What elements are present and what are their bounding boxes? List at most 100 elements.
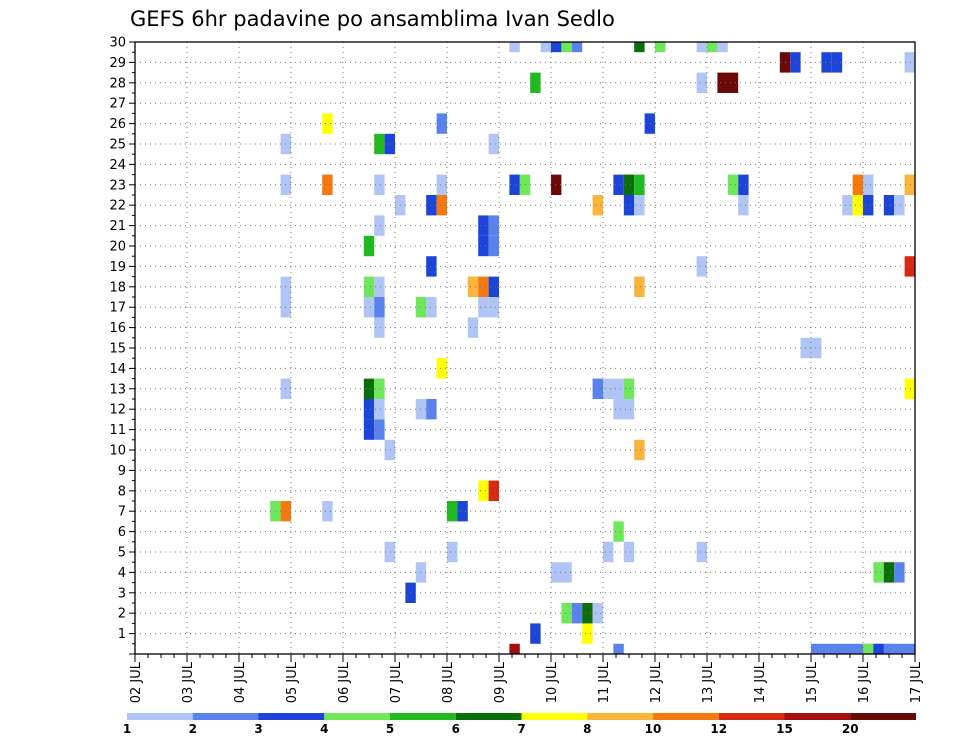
heatmap-cell [322,501,333,522]
colorbar-tick-label: 12 [710,722,727,736]
heatmap-cell [322,174,333,195]
y-tick-label: 17 [109,301,126,316]
heatmap-cell [374,276,385,297]
heatmap-cell [436,113,447,134]
y-tick-label: 1 [118,627,126,642]
x-tick-label: 11 JUL [597,661,612,703]
heatmap-cell [426,195,437,216]
heatmap-cell [811,643,895,654]
colorbar-swatch [192,713,259,720]
heatmap-cell [447,501,458,522]
colorbar-swatch [587,713,653,720]
heatmap-cell [551,42,562,53]
heatmap-cell [571,603,583,624]
x-tick-label: 05 JUL [285,661,300,703]
heatmap-cell [467,317,479,338]
heatmap-cell [582,623,593,644]
heatmap-cell [863,174,874,195]
colorbar-swatch [850,713,916,720]
heatmap-cell [374,174,385,195]
heatmap-cell [852,195,863,216]
y-tick-label: 23 [109,178,126,193]
y-tick-label: 24 [109,158,126,173]
heatmap-cell [904,52,915,73]
colorbar-tick-label: 10 [645,722,662,736]
colorbar-swatch [784,713,851,720]
y-tick-label: 6 [118,525,126,540]
heatmap-cell [363,276,375,297]
colorbar-tick-label: 6 [452,722,460,736]
colorbar-swatch [521,713,588,720]
y-tick-label: 13 [109,382,126,397]
heatmap-cell [374,133,385,155]
heatmap-cells [270,42,915,654]
heatmap-cell [634,42,645,53]
heatmap-cell [603,541,614,563]
heatmap-cell [478,235,489,257]
x-axis: 02 JUL 03 JUL 04 JUL 05 JUL 06 JUL 07 JUL 08 J… [129,654,924,703]
heatmap-cell [613,521,624,542]
heatmap-cell [644,113,655,134]
colorbar-tick-label: 20 [842,722,859,736]
heatmap-cell [904,378,915,399]
y-tick-label: 16 [109,321,126,336]
heatmap-cell [571,42,583,53]
heatmap-cell [634,439,645,461]
y-tick-label: 2 [118,607,126,622]
heatmap-cell [488,297,499,318]
gridlines [135,41,915,654]
y-tick-label: 28 [109,76,126,91]
colorbar-tick-label: 3 [254,722,262,736]
heatmap-cell [696,72,707,93]
heatmap-cell [374,378,385,399]
heatmap-cell [478,276,489,297]
heatmap-cell [623,174,635,195]
heatmap-cell [696,256,707,277]
heatmap-cell [478,215,489,236]
y-tick-label: 21 [109,219,126,234]
heatmap-cell [831,52,843,73]
heatmap-cell [821,52,832,73]
heatmap-cell [436,358,447,379]
heatmap-cell [363,297,375,318]
heatmap-cell [613,643,624,654]
y-tick-label: 15 [109,342,126,357]
colorbar-tick-label: 4 [320,722,328,736]
x-tick-label: 06 JUL [337,661,352,703]
heatmap-cell [551,562,572,583]
heatmap-cell [634,276,645,297]
heatmap-cell [655,42,666,53]
y-tick-label: 14 [109,362,126,377]
heatmap-cell [363,419,375,440]
x-tick-label: 09 JUL [493,661,508,703]
heatmap-cell [623,195,635,216]
heatmap-cell [603,378,624,399]
x-tick-label: 15 JUL [805,661,820,703]
y-tick-label: 19 [109,260,126,275]
heatmap-cell [883,562,895,583]
heatmap-cell [582,603,593,624]
heatmap-cell [717,42,728,53]
y-tick-label: 4 [118,566,126,581]
x-tick-label: 04 JUL [233,661,248,703]
heatmap-cell [613,174,624,195]
heatmap-cell [374,215,385,236]
y-tick-label: 8 [118,484,126,499]
x-tick-label: 08 JUL [441,661,456,703]
heatmap-cell [904,174,915,195]
heatmap-cell [363,378,375,399]
chart-title: GEFS 6hr padavine po ansamblima Ivan Sed… [130,7,615,31]
heatmap-cell [488,276,499,297]
heatmap-cell [384,439,395,461]
heatmap-cell [894,195,905,216]
y-tick-label: 22 [109,199,126,214]
heatmap-cell [904,256,915,277]
heatmap-cell [592,603,603,624]
heatmap-cell [457,501,468,522]
x-tick-label: 03 JUL [181,661,196,703]
y-tick-label: 30 [109,36,126,51]
y-tick-label: 11 [109,423,126,438]
colorbar-tick-label: 8 [583,722,591,736]
heatmap-cell [509,174,520,195]
